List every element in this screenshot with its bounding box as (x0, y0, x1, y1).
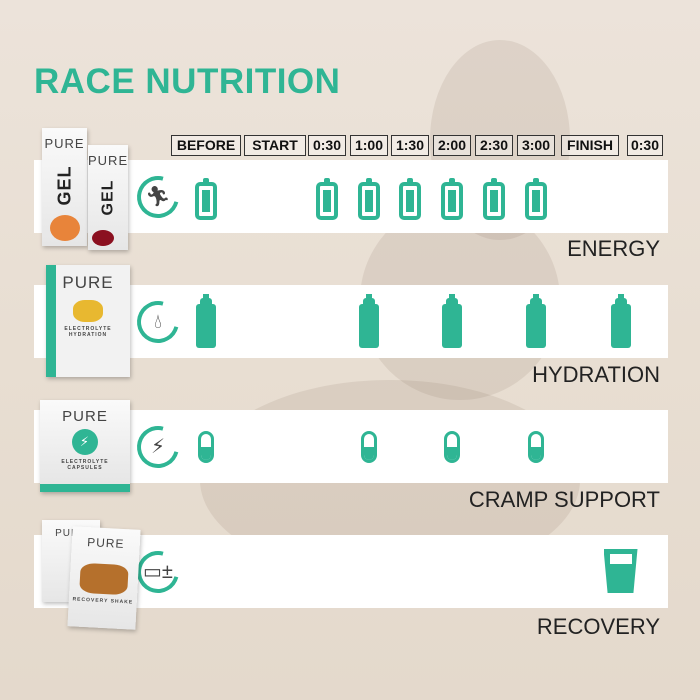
category-label: ENERGY (567, 236, 660, 261)
category-label: CRAMP SUPPORT (468, 487, 660, 512)
capsule-icon (198, 431, 214, 463)
brand-text: PURE (55, 528, 87, 539)
cherry-image (92, 230, 114, 246)
bottle-icon (610, 294, 631, 348)
shake-image (79, 562, 129, 596)
column-header: 0:30 (308, 135, 346, 156)
battery-icon (483, 178, 505, 220)
battery-icon (358, 178, 380, 220)
capsule-icon (528, 431, 544, 463)
row-band-energy (34, 160, 668, 233)
product-capsules: PURE ⚡︎ ELECTROLYTE CAPSULES (40, 400, 130, 492)
bottle-icon (526, 294, 546, 348)
column-header: 2:30 (475, 135, 513, 156)
column-header: FINISH (561, 135, 619, 156)
bottle-icon (359, 294, 379, 348)
battery-icon (316, 178, 338, 220)
column-header: BEFORE (171, 135, 241, 156)
category-label: RECOVERY (536, 614, 660, 639)
bottle-icon (196, 294, 216, 348)
column-header: 1:00 (350, 135, 388, 156)
battery-icon (441, 178, 463, 220)
brand-text: PURE (62, 408, 108, 425)
row-band-cramp-support (34, 410, 668, 483)
peach-image (50, 215, 80, 241)
brand-text: PURE (62, 273, 114, 292)
product-text: GEL (54, 165, 74, 206)
capsule-icon (444, 431, 460, 463)
lightning-icon: ⚡︎ (72, 429, 98, 455)
glass-icon (603, 549, 638, 593)
battery-icon (525, 178, 547, 220)
column-header: 1:30 (391, 135, 429, 156)
product-text: ELECTROLYTE CAPSULES (61, 459, 109, 471)
column-header: 3:00 (517, 135, 555, 156)
bottle-icon (442, 294, 462, 348)
row-band-hydration (34, 285, 668, 358)
product-recovery-shake: PURE RECOVERY SHAKE (67, 526, 141, 630)
product-text: ELECTROLYTE HYDRATION (64, 326, 112, 338)
brand-text: PURE (86, 535, 125, 552)
product-text: GEL (99, 179, 117, 216)
capsule-icon (361, 431, 377, 463)
battery-icon (195, 178, 217, 220)
column-header: 2:00 (433, 135, 471, 156)
product-text: RECOVERY SHAKE (72, 596, 134, 606)
column-header: START (244, 135, 306, 156)
brand-text: PURE (44, 136, 85, 151)
pineapple-image (73, 300, 103, 322)
product-hydration-pouch: PURE ELECTROLYTE HYDRATION (46, 265, 130, 377)
page-title: RACE NUTRITION (34, 62, 341, 101)
brand-text: PURE (88, 153, 128, 168)
battery-icon (399, 178, 421, 220)
column-header: 0:30 (627, 135, 663, 156)
category-label: HYDRATION (532, 362, 660, 387)
